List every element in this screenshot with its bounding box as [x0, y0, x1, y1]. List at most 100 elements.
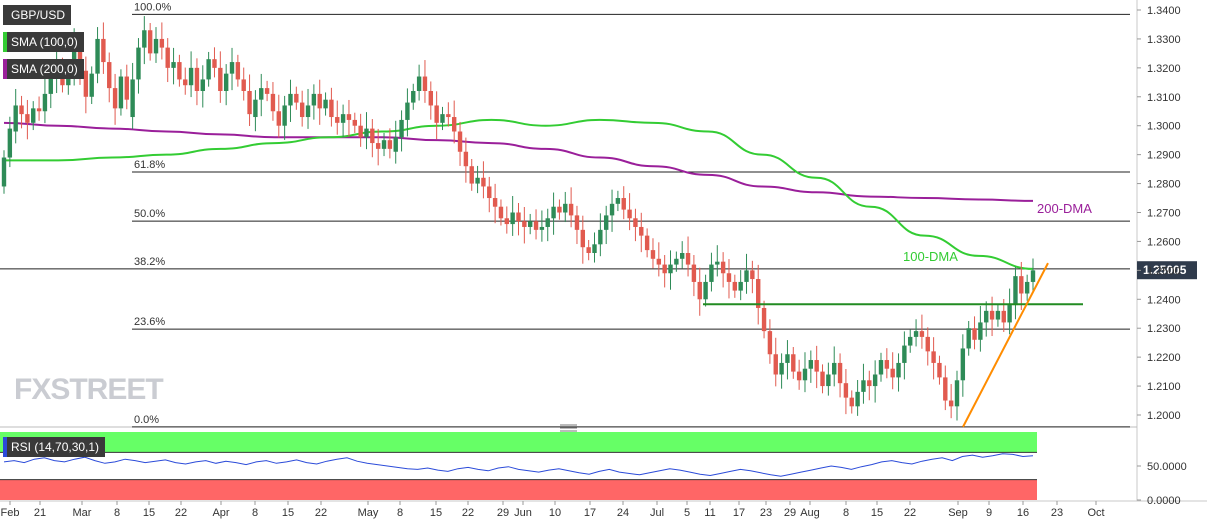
- candle-body: [235, 62, 241, 80]
- candle: [130, 62, 135, 129]
- candle-body: [124, 76, 129, 100]
- x-tick-label: 24: [617, 507, 629, 519]
- candle-body: [352, 119, 357, 126]
- candle: [592, 232, 597, 263]
- candle-body: [381, 140, 387, 149]
- candle-body: [259, 88, 264, 100]
- x-tick-label: 8: [114, 507, 120, 519]
- candle-body: [621, 198, 626, 210]
- candle-body: [814, 360, 819, 372]
- candle: [867, 370, 872, 401]
- candle-body: [1001, 310, 1006, 323]
- x-tick-label: Aug: [800, 507, 820, 519]
- candle: [954, 370, 960, 421]
- candle-body: [527, 221, 533, 227]
- candle: [978, 305, 983, 352]
- rsi-tick-label: 0.0000: [1147, 495, 1181, 507]
- sma100-line-group: [3, 118, 1034, 270]
- candle: [183, 67, 188, 95]
- candle: [188, 51, 194, 98]
- x-tick-label: 15: [282, 507, 294, 519]
- x-tick-label: Sep: [948, 507, 968, 519]
- x-tick-label: 22: [904, 507, 916, 519]
- candle-body: [171, 62, 176, 68]
- candle: [101, 22, 106, 74]
- candle-body: [779, 362, 784, 375]
- candle: [902, 331, 907, 380]
- candle: [966, 320, 971, 356]
- x-tick-label: 23: [760, 507, 772, 519]
- candle-body: [83, 70, 89, 97]
- legend-sma200[interactable]: SMA (200,0): [3, 59, 84, 79]
- panel-splitter-handle[interactable]: [560, 424, 577, 432]
- x-tick-label: Jul: [650, 507, 664, 519]
- legend-rsi[interactable]: RSI (14,70,30,1): [3, 437, 106, 457]
- candle-body: [668, 264, 673, 274]
- candle-body: [931, 351, 936, 363]
- candle-body: [680, 253, 685, 259]
- y-tick-label: 1.2200: [1147, 352, 1181, 364]
- candle-body: [808, 360, 814, 369]
- candle: [644, 228, 650, 258]
- candle: [83, 56, 89, 114]
- candle: [153, 27, 159, 63]
- candle-body: [656, 258, 662, 265]
- last-price-label: 1.25005: [1143, 263, 1187, 277]
- candle-body: [282, 105, 287, 126]
- candle-body: [896, 362, 901, 378]
- candle: [785, 340, 790, 380]
- x-tick-label: 29: [497, 507, 509, 519]
- candle-body: [7, 128, 13, 158]
- legend-symbol[interactable]: GBP/USD: [3, 5, 72, 25]
- candle: [931, 337, 936, 380]
- candle: [118, 69, 124, 116]
- candle-body: [609, 203, 615, 216]
- x-tick-label: 17: [733, 507, 745, 519]
- candle: [200, 65, 205, 108]
- candle: [551, 192, 556, 235]
- candle: [253, 90, 258, 132]
- candle: [487, 176, 492, 213]
- sma200-line: [3, 121, 1034, 202]
- legend-sma100[interactable]: SMA (100,0): [3, 32, 84, 52]
- candle: [358, 113, 363, 147]
- candle-body: [545, 218, 550, 227]
- x-tick-label: 15: [871, 507, 883, 519]
- candle-body: [709, 264, 714, 282]
- candle-body: [200, 79, 205, 91]
- candle-body: [720, 261, 726, 274]
- legend-sma200-swatch: [3, 59, 7, 79]
- candle-body: [715, 261, 720, 265]
- candle-body: [504, 218, 510, 225]
- candle: [691, 255, 697, 297]
- candle: [568, 187, 574, 228]
- candle: [340, 104, 346, 137]
- candle-body: [574, 215, 580, 230]
- candle: [680, 241, 685, 269]
- candle: [218, 51, 223, 103]
- candle-body: [884, 360, 890, 369]
- x-tick-label: 29: [784, 507, 796, 519]
- candle-body: [989, 310, 995, 320]
- annotation-100dma: 100-DMA: [903, 249, 958, 264]
- candle: [504, 206, 510, 234]
- candle-body: [603, 215, 609, 230]
- candle: [633, 208, 638, 242]
- x-tick-label: 23: [1051, 507, 1063, 519]
- candle-body: [908, 336, 913, 346]
- rsi-tick-label: 50.0000: [1147, 461, 1187, 473]
- candle: [943, 365, 948, 411]
- candle: [264, 80, 270, 102]
- rsi-line: [3, 453, 1034, 477]
- candle-body: [995, 310, 1001, 320]
- candle-body: [872, 374, 878, 387]
- candle-body: [510, 212, 515, 225]
- candle: [171, 47, 176, 85]
- fib-label: 38.2%: [134, 256, 165, 268]
- candle: [399, 110, 404, 152]
- candle-body: [469, 166, 474, 184]
- candle: [259, 73, 264, 117]
- candle-body: [370, 128, 375, 144]
- candle-body: [650, 250, 656, 259]
- candle: [1019, 261, 1024, 310]
